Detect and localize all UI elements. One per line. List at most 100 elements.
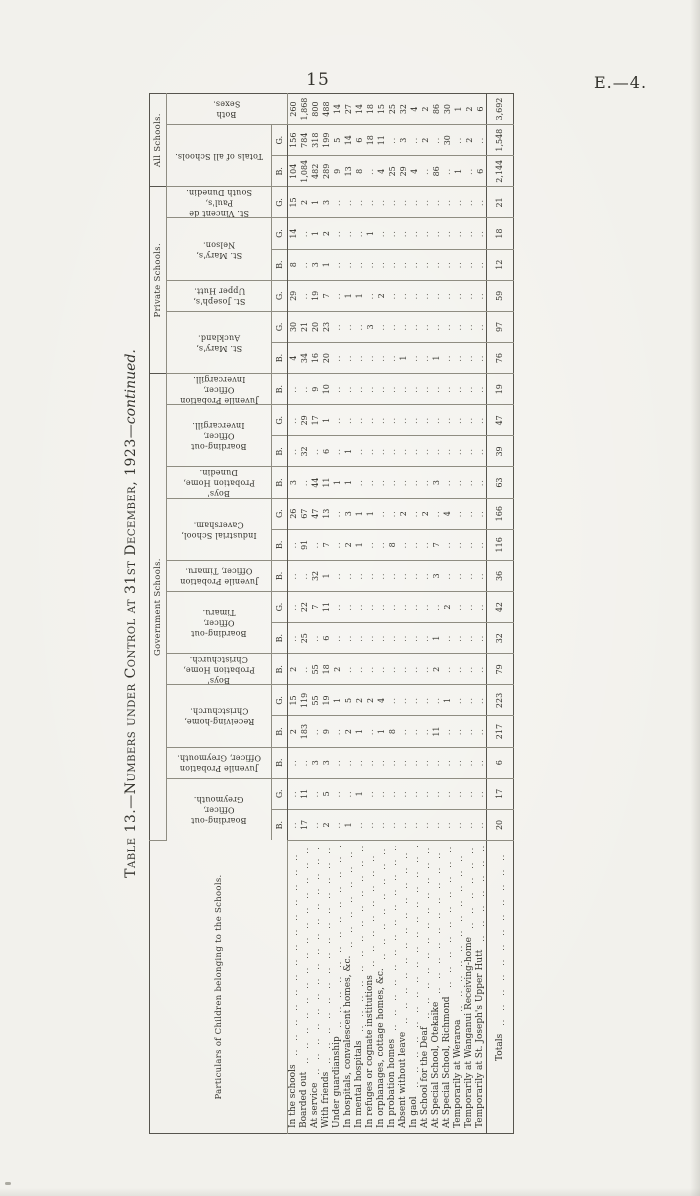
data-cell: 13 <box>343 155 354 187</box>
table-row: Under guardianship........ 1 2.......... 1.… <box>332 93 343 1134</box>
data-cell: .. <box>420 747 431 779</box>
nil-marker: .. <box>476 728 485 736</box>
data-cell: .. <box>376 342 387 374</box>
data-cell: .. <box>387 809 398 841</box>
column-header-wrap: St. Mary's, Auckland. <box>167 312 271 373</box>
nil-marker: .. <box>454 416 463 424</box>
dot-leader <box>377 846 386 964</box>
data-cell: .. <box>332 218 343 250</box>
column-header-label: Juvenile Probation Officer, Greymouth. <box>176 753 262 774</box>
data-cell: 1 <box>365 218 376 250</box>
data-cell: 2 <box>464 124 475 156</box>
data-cell: .. <box>387 342 398 374</box>
data-cell: 34 <box>299 342 310 374</box>
nil-marker: .. <box>377 323 386 331</box>
data-cell: .. <box>464 684 475 716</box>
data-cell: .. <box>287 435 299 467</box>
data-cell: .. <box>420 373 431 405</box>
data-cell: .. <box>409 622 420 654</box>
data-cell: 3 <box>287 467 299 499</box>
row-label-text: Temporarily at St. Joseph's Upper Hutt <box>475 949 485 1128</box>
data-cell: 21 <box>486 186 514 218</box>
data-cell: .. <box>365 280 376 312</box>
row-label-text: At School for the Deaf <box>420 1026 430 1128</box>
data-cell: .. <box>387 218 398 250</box>
nil-marker: .. <box>289 385 298 393</box>
data-cell: .. <box>409 560 420 592</box>
nil-marker: .. <box>366 728 375 736</box>
column-header: St. Joseph's, Upper Hutt. <box>166 280 272 312</box>
data-cell: .. <box>475 186 487 218</box>
data-cell: .. <box>464 622 475 654</box>
data-cell: .. <box>475 373 487 405</box>
data-cell: .. <box>376 747 387 779</box>
nil-marker: .. <box>366 354 375 362</box>
data-cell: 44 <box>310 467 321 499</box>
data-cell: 2 <box>464 93 475 125</box>
nil-marker: .. <box>333 572 342 580</box>
data-cell: .. <box>442 716 453 748</box>
column-header: Juvenile Probation Officer, Greymouth. <box>166 747 272 779</box>
data-cell: 39 <box>486 435 514 467</box>
nil-marker: .. <box>421 790 430 798</box>
data-cell: .. <box>464 404 475 436</box>
sex-subheader: B. <box>271 622 288 654</box>
nil-marker: .. <box>432 416 441 424</box>
data-cell: 86 <box>431 93 442 125</box>
nil-marker: .. <box>388 261 397 269</box>
nil-marker: .. <box>300 230 309 238</box>
nil-marker: .. <box>388 759 397 767</box>
nil-marker: .. <box>432 261 441 269</box>
sex-subheader: G. <box>271 778 288 810</box>
table-row: Temporarily at Wanganui Receiving-home..… <box>464 93 475 1134</box>
nil-marker: .. <box>311 541 320 549</box>
data-cell: 2 <box>321 218 332 250</box>
data-cell: .. <box>398 218 409 250</box>
data-cell: .. <box>464 560 475 592</box>
data-cell: 156 <box>287 124 299 156</box>
nil-marker: .. <box>388 696 397 704</box>
nil-marker: .. <box>377 790 386 798</box>
data-cell: .. <box>387 653 398 685</box>
data-cell: .. <box>332 404 343 436</box>
data-cell: 30 <box>287 311 299 343</box>
nil-marker: .. <box>388 665 397 673</box>
nil-marker: .. <box>377 261 386 269</box>
nil-marker: .. <box>421 728 430 736</box>
data-cell: .. <box>475 435 487 467</box>
nil-marker: .. <box>333 447 342 455</box>
sex-subheader: B. <box>271 809 288 841</box>
column-header-label: Totals of all Schools. <box>175 151 263 161</box>
nil-marker: .. <box>377 385 386 393</box>
column-header-label: St. Mary's, Nelson. <box>195 240 243 260</box>
data-cell: 8 <box>287 249 299 281</box>
row-label: Under guardianship <box>332 841 343 1133</box>
data-cell: .. <box>420 560 431 592</box>
nil-marker: .. <box>454 665 463 673</box>
column-header-label: St. Vincent de Paul's, South Dunedin. <box>186 188 252 218</box>
data-cell: .. <box>409 404 420 436</box>
nil-marker: .. <box>399 198 408 206</box>
data-cell: .. <box>387 435 398 467</box>
sex-subheader: G. <box>271 311 288 343</box>
data-cell: 14 <box>287 218 299 250</box>
nil-marker: .. <box>344 198 353 206</box>
data-cell: .. <box>343 653 354 685</box>
data-cell: 2 <box>354 684 365 716</box>
data-cell: .. <box>475 684 487 716</box>
table-row: Temporarily at St. Joseph's Upper Hutt..… <box>475 93 487 1134</box>
nil-marker: .. <box>333 354 342 362</box>
nil-marker: .. <box>476 603 485 611</box>
data-cell: .. <box>409 467 420 499</box>
column-header: Boys' Probation Home, Christchurch. <box>166 653 272 685</box>
data-cell: .. <box>420 622 431 654</box>
data-cell: 3 <box>431 467 442 499</box>
data-cell: .. <box>409 435 420 467</box>
nil-marker: .. <box>465 696 474 704</box>
sex-subheader: B. <box>271 342 288 374</box>
nil-marker: .. <box>432 696 441 704</box>
data-cell: .. <box>442 404 453 436</box>
row-label: Temporarily at Wanganui Receiving-home <box>464 841 475 1133</box>
nil-marker: .. <box>443 479 452 487</box>
data-cell: 199 <box>321 124 332 156</box>
